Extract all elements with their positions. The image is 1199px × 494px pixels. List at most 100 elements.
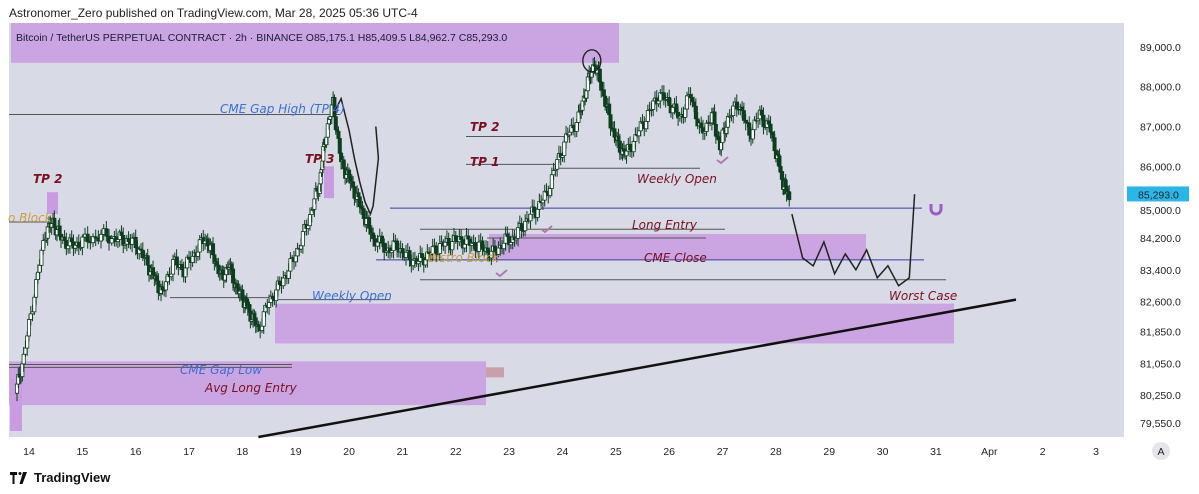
candle-body	[759, 109, 764, 116]
candle-body	[688, 94, 693, 99]
candle-body	[25, 335, 30, 349]
candle-body	[190, 255, 195, 263]
candle-body	[85, 233, 90, 243]
annotation-label: CME Gap Low	[180, 363, 262, 377]
candle-body	[562, 141, 567, 157]
candle-body	[532, 206, 537, 213]
candle-body	[459, 236, 464, 241]
candle-body	[692, 101, 697, 107]
auto-scale-button[interactable]	[1152, 442, 1170, 460]
x-tick-label: 22	[450, 446, 462, 458]
x-tick-label: 14	[23, 446, 35, 458]
candle-body	[704, 122, 709, 132]
annotation-label: TP 2	[470, 120, 500, 134]
candle-body	[453, 235, 458, 241]
x-tick-label: 3	[1093, 446, 1099, 458]
tradingview-logo-icon	[10, 471, 27, 484]
candle-body	[476, 241, 481, 252]
candle-body	[423, 259, 428, 266]
candle-body	[766, 120, 771, 125]
circle-marker	[582, 49, 602, 73]
candle-body	[690, 97, 695, 103]
candle-body	[404, 251, 409, 258]
x-tick-label: 20	[343, 446, 355, 458]
candle-body	[183, 267, 188, 278]
candle-body	[684, 95, 689, 110]
candle-body	[420, 253, 425, 258]
x-tick-label: 31	[930, 446, 942, 458]
candle-body	[411, 259, 416, 267]
candle-body	[306, 225, 311, 229]
check-mark-icon	[495, 269, 508, 278]
candle-body	[197, 239, 202, 253]
x-tick-label: 23	[503, 446, 515, 458]
candle-body	[480, 240, 485, 250]
annotation-label: TP 2	[33, 172, 63, 186]
candle-body	[683, 108, 688, 118]
candle-body	[109, 238, 114, 244]
candle-body	[34, 279, 39, 298]
candle-body	[567, 131, 572, 136]
candle-body	[99, 234, 104, 242]
candle-body	[76, 241, 81, 248]
candle-body	[160, 286, 165, 291]
candle-body	[624, 150, 629, 157]
candle-body	[382, 242, 387, 253]
price-axis	[1124, 23, 1199, 437]
y-tick-label: 84,200.0	[1140, 233, 1181, 245]
tradingview-brand: TradingView	[34, 470, 111, 485]
candle-body	[32, 296, 37, 313]
candle-body	[300, 231, 305, 247]
candle-body	[752, 119, 757, 131]
candle-body	[73, 244, 78, 249]
candle-body	[39, 249, 44, 266]
publish-header: Astronomer_Zero published on TradingView…	[9, 6, 418, 20]
x-tick-label: 21	[397, 446, 409, 458]
candle-body	[174, 256, 179, 266]
candle-body	[661, 92, 666, 101]
candle-body	[761, 114, 766, 128]
candle-body	[670, 106, 675, 114]
candle-body	[28, 313, 33, 320]
candle-body	[391, 240, 396, 252]
projection-curve	[791, 194, 916, 287]
candle-body	[261, 311, 266, 327]
y-tick-label: 87,000.0	[1140, 122, 1181, 134]
x-tick-label: 19	[290, 446, 302, 458]
y-tick-label: 86,000.0	[1140, 161, 1181, 173]
annotation-label: CME Gap High (TP 4)	[220, 102, 345, 116]
candle-body	[62, 236, 67, 241]
y-tick-label: 83,400.0	[1140, 265, 1181, 277]
candle-body	[787, 191, 792, 201]
candle-body	[462, 243, 467, 249]
candle-body	[286, 270, 291, 279]
candle-body	[130, 237, 135, 245]
candle-body	[91, 236, 96, 244]
x-tick-label: 17	[183, 446, 195, 458]
candle-body	[446, 237, 451, 246]
candle-body	[259, 325, 264, 331]
candle-body	[26, 319, 31, 337]
y-tick-label: 82,600.0	[1140, 297, 1181, 309]
candle-body	[519, 223, 524, 231]
candle-body	[21, 353, 26, 365]
annotation-label: CME Close	[644, 251, 707, 265]
y-tick-label: 81,850.0	[1140, 327, 1181, 339]
annotation-label: Worst Case	[889, 289, 957, 303]
candle-body	[636, 130, 641, 137]
candle-body	[725, 116, 730, 128]
annotation-label: Avg Long Entry	[204, 381, 298, 395]
annotation-label: Weekly Open	[637, 172, 717, 186]
annotation-label: Long Entry	[632, 218, 698, 232]
x-tick-label: 27	[717, 446, 729, 458]
candle-body	[450, 241, 455, 251]
candle-body	[195, 251, 200, 257]
candle-body	[644, 120, 649, 130]
candle-body	[734, 101, 739, 110]
candle-body	[274, 289, 279, 302]
x-tick-label: 18	[237, 446, 249, 458]
candle-body	[741, 110, 746, 121]
candle-body	[41, 240, 46, 251]
annotation-label: TP 3	[305, 152, 335, 166]
